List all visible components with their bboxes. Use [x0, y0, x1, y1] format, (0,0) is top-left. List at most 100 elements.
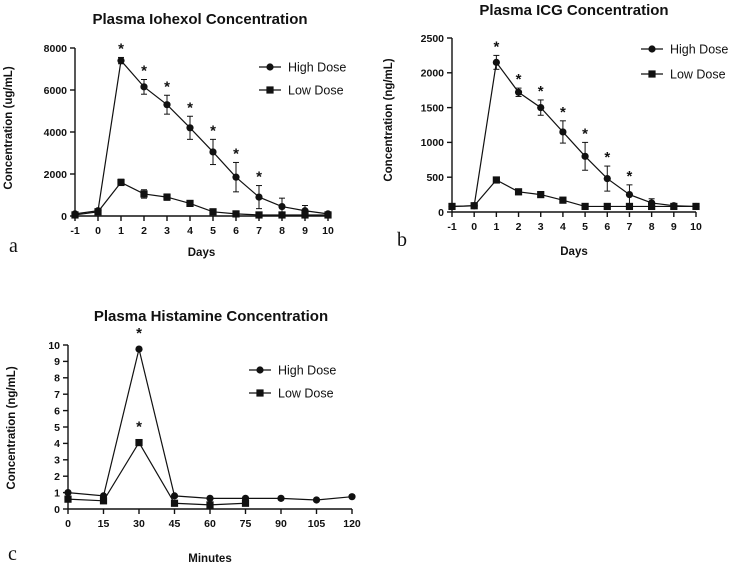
series-high-dose [448, 54, 700, 211]
series-high-dose [64, 345, 356, 504]
x-tick-label: 7 [256, 225, 262, 237]
data-point [255, 211, 263, 219]
data-point [514, 88, 523, 96]
y-tick-label: 4 [54, 438, 60, 450]
y-tick-label: 1000 [421, 137, 445, 149]
data-point [492, 176, 500, 184]
x-tick-label: -1 [447, 221, 456, 233]
y-tick-label: 2000 [421, 68, 445, 80]
data-point [581, 152, 589, 160]
x-tick-label: 5 [210, 225, 216, 237]
x-tick-label: 2 [141, 225, 147, 237]
significance-marker: * [164, 78, 170, 95]
legend: High Dose Low Dose [259, 61, 346, 98]
legend-marker [648, 70, 656, 78]
panel-label: a [9, 235, 18, 257]
x-tick-label: 0 [471, 221, 477, 233]
data-point [278, 202, 286, 211]
data-point [163, 193, 171, 201]
significance-marker: * [560, 104, 566, 121]
legend: High Dose Low Dose [641, 43, 728, 82]
x-tick-label: 2 [516, 221, 522, 233]
data-point [209, 208, 217, 216]
data-point [603, 202, 611, 211]
x-tick-label: 0 [65, 518, 71, 530]
x-tick-label: 9 [302, 225, 308, 237]
data-point [135, 438, 143, 447]
data-point [170, 499, 179, 507]
significance-marker: * [538, 83, 544, 100]
data-point [163, 101, 171, 109]
chart-panel-c: Plasma Histamine Concentration0123456789… [6, 308, 361, 565]
data-point [64, 495, 72, 503]
legend-label: High Dose [670, 43, 728, 57]
x-tick-label: 105 [308, 518, 326, 530]
data-point [301, 211, 309, 219]
series-line [451, 179, 696, 208]
y-tick-label: 2500 [421, 33, 445, 45]
x-tick-label: 3 [538, 221, 544, 233]
data-point [603, 174, 611, 183]
data-point [232, 173, 240, 181]
data-point [186, 199, 194, 207]
legend-label: Low Dose [288, 84, 344, 98]
x-tick-label: 9 [671, 221, 677, 233]
data-point [206, 494, 214, 502]
series-low-dose [71, 178, 332, 219]
x-tick-label: 4 [560, 221, 566, 233]
y-tick-label: 1 [54, 487, 60, 499]
x-tick-label: -1 [70, 225, 79, 237]
x-tick-label: 10 [322, 225, 334, 237]
x-tick-label: 15 [98, 518, 110, 530]
panel-label: c [8, 543, 17, 565]
series-line [67, 441, 246, 506]
x-tick-label: 45 [169, 518, 181, 530]
y-tick-label: 7 [54, 389, 60, 401]
y-tick-label: 1500 [421, 102, 445, 114]
series-low-dose [64, 438, 250, 509]
y-tick-label: 5 [54, 422, 60, 434]
y-tick-label: 8 [54, 373, 60, 385]
y-tick-label: 500 [426, 172, 444, 184]
significance-marker: * [627, 168, 633, 185]
significance-marker: * [516, 71, 522, 88]
y-tick-label: 3 [54, 455, 60, 467]
significance-marker: * [604, 149, 610, 166]
x-tick-label: 6 [233, 225, 239, 237]
data-point [209, 148, 217, 156]
chart-title: Plasma Histamine Concentration [94, 308, 328, 325]
data-point [470, 202, 478, 210]
data-point [559, 196, 567, 204]
legend-label: Low Dose [278, 387, 334, 401]
data-point [278, 211, 286, 219]
series-line [74, 181, 328, 216]
x-tick-label: 120 [343, 518, 361, 530]
data-point [117, 178, 125, 186]
data-point [277, 494, 285, 502]
x-tick-label: 10 [690, 221, 702, 233]
data-point [537, 104, 545, 112]
x-tick-label: 7 [627, 221, 633, 233]
data-point [140, 190, 148, 198]
x-tick-label: 8 [649, 221, 655, 233]
significance-marker: * [141, 63, 147, 80]
y-tick-label: 2000 [44, 169, 68, 181]
significance-marker: * [582, 125, 588, 142]
y-tick-label: 0 [61, 211, 67, 223]
significance-marker: * [136, 419, 142, 436]
x-tick-label: 0 [95, 225, 101, 237]
y-tick-label: 10 [48, 340, 60, 352]
y-tick-label: 6 [54, 405, 60, 417]
data-point [648, 202, 656, 211]
significance-marker: * [187, 99, 193, 116]
significance-marker: * [233, 145, 239, 162]
legend-marker [256, 366, 264, 374]
data-point [117, 57, 125, 65]
data-point [135, 345, 143, 353]
data-point [71, 211, 79, 219]
x-axis-title: Days [188, 247, 216, 259]
panel-label: b [397, 229, 407, 251]
significance-marker: * [210, 122, 216, 139]
chart-title: Plasma Iohexol Concentration [92, 11, 307, 28]
